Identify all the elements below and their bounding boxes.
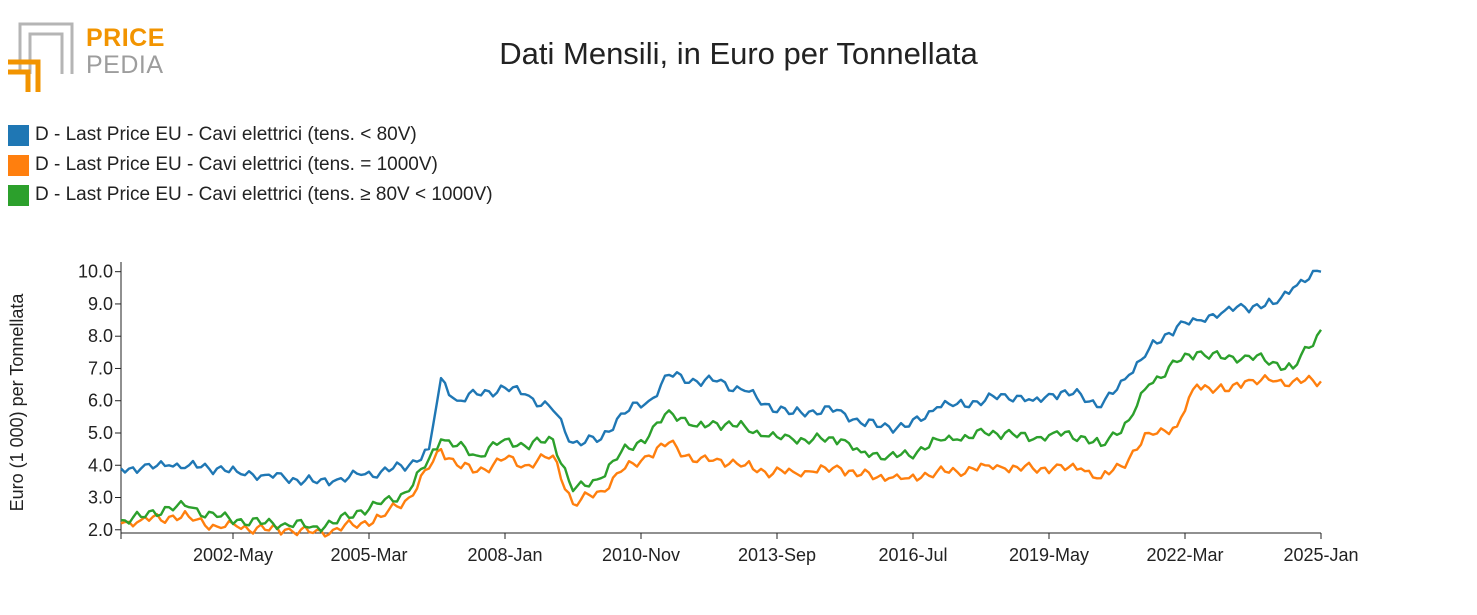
series-line-3 bbox=[120, 329, 1322, 533]
y-tick-label: 8.0 bbox=[88, 326, 113, 346]
legend-swatch-series-1 bbox=[8, 124, 29, 146]
x-tick-label: 2019-May bbox=[1009, 545, 1089, 565]
legend-item-series-3[interactable]: D - Last Price EU - Cavi elettrici (tens… bbox=[8, 180, 493, 210]
y-tick-label: 9.0 bbox=[88, 294, 113, 314]
legend-item-series-2[interactable]: D - Last Price EU - Cavi elettrici (tens… bbox=[8, 150, 493, 180]
y-tick-label: 3.0 bbox=[88, 488, 113, 508]
chart-legend: D - Last Price EU - Cavi elettrici (tens… bbox=[8, 120, 493, 210]
legend-item-series-1[interactable]: D - Last Price EU - Cavi elettrici (tens… bbox=[8, 120, 493, 150]
y-tick-label: 4.0 bbox=[88, 455, 113, 475]
y-tick-label: 6.0 bbox=[88, 391, 113, 411]
legend-swatch-series-2 bbox=[8, 154, 29, 176]
x-tick-label: 2005-Mar bbox=[330, 545, 407, 565]
y-tick-label: 7.0 bbox=[88, 358, 113, 378]
logo-word-pedia: PEDIA bbox=[86, 51, 164, 79]
x-tick-label: 2016-Jul bbox=[878, 545, 947, 565]
x-tick-label: 2013-Sep bbox=[738, 545, 816, 565]
chart-title: Dati Mensili, in Euro per Tonnellata bbox=[499, 36, 978, 71]
x-tick-label: 2008-Jan bbox=[467, 545, 542, 565]
series-line-1 bbox=[120, 269, 1322, 487]
y-tick-label: 10.0 bbox=[78, 262, 113, 282]
y-tick-label: 5.0 bbox=[88, 423, 113, 443]
y-tick-label: 2.0 bbox=[88, 520, 113, 540]
x-tick-label: 2002-May bbox=[193, 545, 273, 565]
legend-label-series-2: D - Last Price EU - Cavi elettrici (tens… bbox=[35, 154, 438, 175]
y-axis-label: Euro (1 000) per Tonnellata bbox=[7, 293, 27, 512]
series-line-2 bbox=[120, 374, 1322, 538]
legend-label-series-3: D - Last Price EU - Cavi elettrici (tens… bbox=[35, 184, 493, 205]
x-tick-label: 2022-Mar bbox=[1146, 545, 1223, 565]
logo-word-price: PRICE bbox=[86, 24, 165, 52]
legend-swatch-series-3 bbox=[8, 184, 29, 206]
pricepedia-logo: PRICE PEDIA bbox=[8, 22, 168, 94]
x-tick-label: 2010-Nov bbox=[602, 545, 680, 565]
x-tick-label: 2025-Jan bbox=[1283, 545, 1358, 565]
legend-label-series-1: D - Last Price EU - Cavi elettrici (tens… bbox=[35, 124, 417, 145]
logo-mark-icon bbox=[8, 22, 74, 92]
